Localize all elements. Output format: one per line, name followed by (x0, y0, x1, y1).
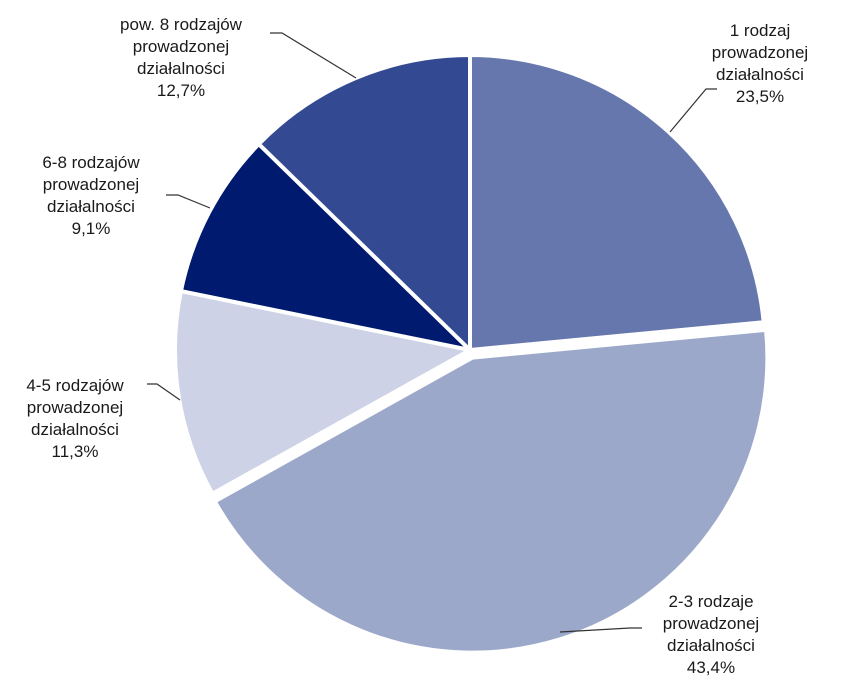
slice-label-1: 1 rodzaj prowadzonej działalności 23,5% (711, 21, 809, 106)
pie-slice-2 (212, 327, 770, 655)
leader-line-1 (669, 88, 717, 133)
slice-label-4: 6-8 rodzajów prowadzonej działalności 9,… (42, 153, 140, 238)
leader-line-4 (166, 194, 211, 209)
pie-slice-4 (178, 142, 472, 352)
pie-slice-1 (468, 53, 766, 352)
leader-line-3 (147, 383, 181, 401)
leader-line-2 (559, 627, 642, 633)
slice-label-3: 4-5 rodzajów prowadzonej działalności 11… (26, 376, 124, 461)
leader-line-5 (270, 32, 357, 79)
pie-slice-3 (173, 289, 472, 496)
slice-label-5: pow. 8 rodzajów prowadzonej działalności… (120, 15, 242, 100)
slice-label-2: 2-3 rodzaje prowadzonej działalności 43,… (662, 592, 760, 677)
